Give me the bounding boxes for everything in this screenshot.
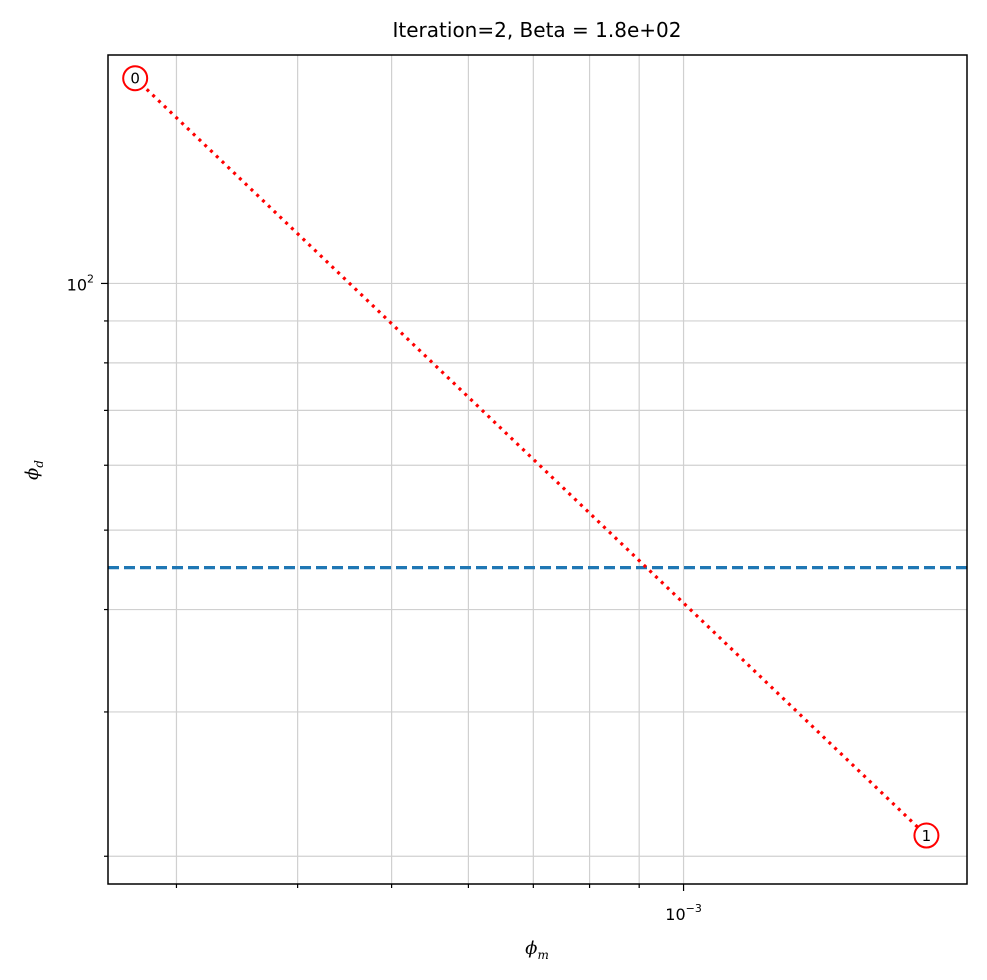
- tick-labels: 10−3 102: [67, 272, 702, 924]
- y-axis-label: ϕd: [22, 460, 46, 480]
- series-line: [134, 77, 928, 837]
- data-point-label: 0: [130, 70, 140, 88]
- data-point-label: 1: [922, 827, 932, 845]
- axis-ticks: [101, 282, 685, 891]
- chart-title: Iteration=2, Beta = 1.8e+02: [393, 18, 682, 42]
- data-point-marker: [913, 822, 940, 849]
- y-tick-label: 102: [67, 272, 94, 294]
- data-point-marker: [122, 65, 149, 92]
- x-axis-label: ϕm: [525, 938, 549, 962]
- series: 01: [122, 65, 940, 849]
- grid: [108, 55, 967, 884]
- x-tick-label: 10−3: [665, 902, 702, 924]
- plot-frame: [107, 54, 968, 885]
